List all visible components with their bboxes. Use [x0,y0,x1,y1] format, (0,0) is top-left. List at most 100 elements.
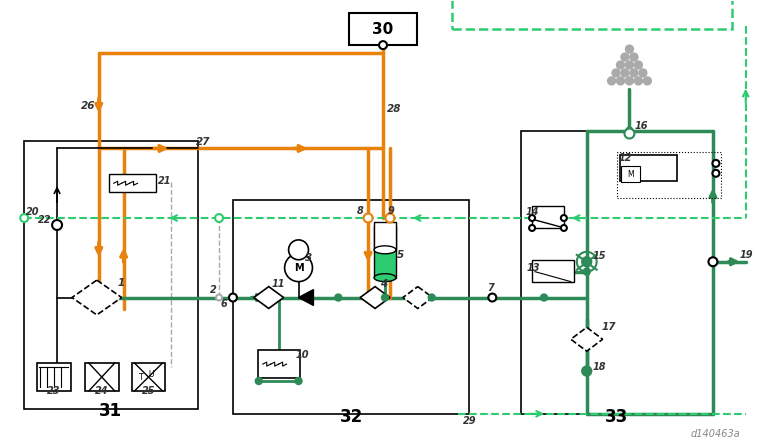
Circle shape [541,294,548,301]
Bar [233,200,469,414]
Circle shape [713,170,720,177]
Text: M: M [627,170,634,179]
Circle shape [625,45,634,53]
Circle shape [230,294,237,301]
Text: 26: 26 [81,101,95,111]
Bar [521,131,713,414]
Circle shape [285,254,313,281]
Text: 25: 25 [141,386,155,396]
Circle shape [626,127,633,134]
Circle shape [365,214,372,222]
Text: T: T [139,373,144,381]
Text: 1: 1 [118,278,125,288]
Circle shape [625,61,634,69]
Text: 19: 19 [740,250,753,260]
Text: d140463a: d140463a [690,428,740,439]
Bar [374,226,396,278]
Bar [452,0,732,29]
Circle shape [255,377,262,385]
Text: 27: 27 [196,136,210,147]
Text: 17: 17 [601,322,616,333]
Circle shape [289,240,309,260]
Text: 14: 14 [525,207,538,217]
Bar [349,13,417,45]
Circle shape [386,214,395,222]
Circle shape [529,225,535,231]
Ellipse shape [374,274,396,281]
Text: 32: 32 [339,408,362,426]
Circle shape [625,77,634,85]
Text: 7: 7 [488,282,494,293]
Circle shape [621,69,629,77]
Polygon shape [72,280,121,315]
Circle shape [429,294,435,301]
Text: 4: 4 [380,279,387,289]
Circle shape [634,61,642,69]
Bar [374,222,396,250]
Text: 24: 24 [94,386,108,396]
Circle shape [630,53,638,61]
Text: 30: 30 [372,22,394,37]
Circle shape [229,293,237,301]
Circle shape [379,41,387,49]
Text: 11: 11 [272,279,285,289]
Circle shape [630,69,638,77]
Bar [621,166,641,182]
Text: 28: 28 [387,104,402,114]
Text: 6: 6 [220,300,227,309]
Text: 21: 21 [157,176,171,186]
Text: M: M [293,263,303,273]
Text: 29: 29 [462,416,476,426]
Text: U: U [149,369,154,379]
Polygon shape [403,286,432,309]
Circle shape [617,61,624,69]
Bar [617,152,721,198]
Text: 10: 10 [296,350,309,360]
Text: 15: 15 [593,251,606,261]
Bar [25,140,198,409]
Polygon shape [299,289,313,305]
Text: 16: 16 [634,121,648,131]
Circle shape [561,215,567,221]
Bar [532,260,574,281]
Circle shape [617,77,624,85]
Circle shape [52,220,62,230]
Ellipse shape [374,246,396,254]
Circle shape [607,77,615,85]
Circle shape [295,377,302,385]
Bar [258,350,300,378]
Text: 12: 12 [618,153,632,163]
Text: 5: 5 [397,250,404,260]
Circle shape [561,225,567,231]
Circle shape [382,294,389,301]
Polygon shape [360,286,390,309]
Circle shape [708,257,717,266]
Text: 3: 3 [306,253,313,263]
Circle shape [488,293,496,301]
Circle shape [216,294,222,301]
Circle shape [621,53,629,61]
Circle shape [583,268,590,275]
Circle shape [215,214,223,222]
Bar [109,174,157,192]
Circle shape [612,69,620,77]
Text: 22: 22 [38,215,51,225]
Polygon shape [571,327,603,351]
Bar [37,363,71,391]
Circle shape [581,257,591,267]
Text: 23: 23 [47,386,61,396]
Bar [620,155,677,181]
Text: 2: 2 [210,285,217,294]
Text: 8: 8 [357,206,364,216]
Circle shape [624,129,634,139]
Circle shape [363,214,372,222]
Text: 20: 20 [26,207,40,217]
Text: 18: 18 [593,362,606,372]
Circle shape [335,294,342,301]
Text: 31: 31 [99,402,122,420]
Circle shape [529,215,535,221]
Circle shape [634,77,642,85]
Text: 9: 9 [388,206,395,216]
Circle shape [713,160,720,167]
Text: 13: 13 [526,263,540,273]
